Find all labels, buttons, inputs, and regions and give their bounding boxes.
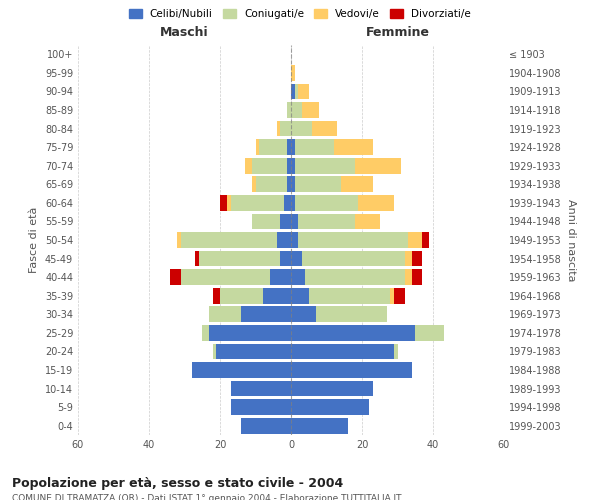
Bar (217, 344, 291, 359)
Bar (291, 176, 295, 192)
Bar (305, 269, 404, 285)
Bar (170, 269, 181, 285)
Bar (284, 195, 291, 211)
Bar (181, 269, 270, 285)
Bar (313, 120, 337, 136)
Bar (309, 288, 391, 304)
Bar (220, 195, 227, 211)
Bar (291, 65, 295, 81)
Bar (280, 214, 291, 230)
Bar (298, 84, 309, 100)
Bar (245, 158, 252, 174)
Bar (316, 306, 387, 322)
Bar (341, 176, 373, 192)
Bar (412, 269, 422, 285)
Bar (291, 380, 373, 396)
Bar (291, 325, 415, 341)
Bar (227, 195, 230, 211)
Bar (213, 344, 217, 359)
Bar (394, 344, 398, 359)
Bar (287, 139, 291, 155)
Bar (291, 344, 394, 359)
Bar (291, 84, 295, 100)
Bar (355, 158, 401, 174)
Bar (178, 232, 181, 248)
Bar (263, 288, 291, 304)
Bar (291, 269, 305, 285)
Bar (422, 232, 430, 248)
Bar (202, 325, 209, 341)
Bar (181, 232, 277, 248)
Bar (199, 250, 280, 266)
Bar (295, 84, 298, 100)
Bar (302, 250, 404, 266)
Bar (295, 158, 355, 174)
Bar (277, 232, 291, 248)
Bar (220, 288, 263, 304)
Bar (291, 288, 309, 304)
Bar (408, 232, 422, 248)
Bar (295, 176, 341, 192)
Bar (291, 232, 298, 248)
Bar (252, 176, 256, 192)
Y-axis label: Anni di nascita: Anni di nascita (566, 198, 575, 281)
Bar (259, 139, 287, 155)
Bar (287, 176, 291, 192)
Bar (291, 158, 295, 174)
Bar (291, 250, 302, 266)
Bar (291, 214, 298, 230)
Bar (280, 120, 291, 136)
Bar (295, 139, 334, 155)
Bar (302, 102, 319, 118)
Bar (291, 120, 313, 136)
Bar (291, 102, 302, 118)
Bar (287, 102, 291, 118)
Bar (256, 139, 259, 155)
Bar (280, 250, 291, 266)
Y-axis label: Fasce di età: Fasce di età (29, 207, 39, 273)
Bar (209, 325, 291, 341)
Bar (412, 250, 422, 266)
Bar (241, 306, 291, 322)
Bar (404, 269, 412, 285)
Bar (291, 362, 412, 378)
Bar (230, 195, 284, 211)
Bar (213, 288, 220, 304)
Bar (291, 306, 316, 322)
Text: Maschi: Maschi (160, 26, 209, 40)
Legend: Celibi/Nubili, Coniugati/e, Vedovi/e, Divorziati/e: Celibi/Nubili, Coniugati/e, Vedovi/e, Di… (125, 5, 475, 24)
Bar (291, 399, 369, 415)
Bar (391, 288, 394, 304)
Bar (195, 250, 199, 266)
Bar (287, 158, 291, 174)
Bar (415, 325, 443, 341)
Text: Popolazione per età, sesso e stato civile - 2004: Popolazione per età, sesso e stato civil… (12, 478, 343, 490)
Bar (230, 380, 291, 396)
Bar (291, 418, 348, 434)
Bar (404, 250, 412, 266)
Bar (191, 362, 291, 378)
Bar (252, 158, 287, 174)
Bar (252, 214, 280, 230)
Bar (270, 269, 291, 285)
Text: COMUNE DI TRAMATZA (OR) - Dati ISTAT 1° gennaio 2004 - Elaborazione TUTTITALIA.I: COMUNE DI TRAMATZA (OR) - Dati ISTAT 1° … (12, 494, 401, 500)
Bar (394, 288, 404, 304)
Bar (295, 195, 358, 211)
Bar (358, 195, 394, 211)
Bar (277, 120, 280, 136)
Bar (291, 195, 295, 211)
Bar (298, 214, 355, 230)
Bar (256, 176, 287, 192)
Bar (291, 139, 295, 155)
Text: Femmine: Femmine (365, 26, 430, 40)
Bar (298, 232, 408, 248)
Bar (230, 399, 291, 415)
Bar (334, 139, 373, 155)
Bar (355, 214, 380, 230)
Bar (241, 418, 291, 434)
Bar (209, 306, 241, 322)
